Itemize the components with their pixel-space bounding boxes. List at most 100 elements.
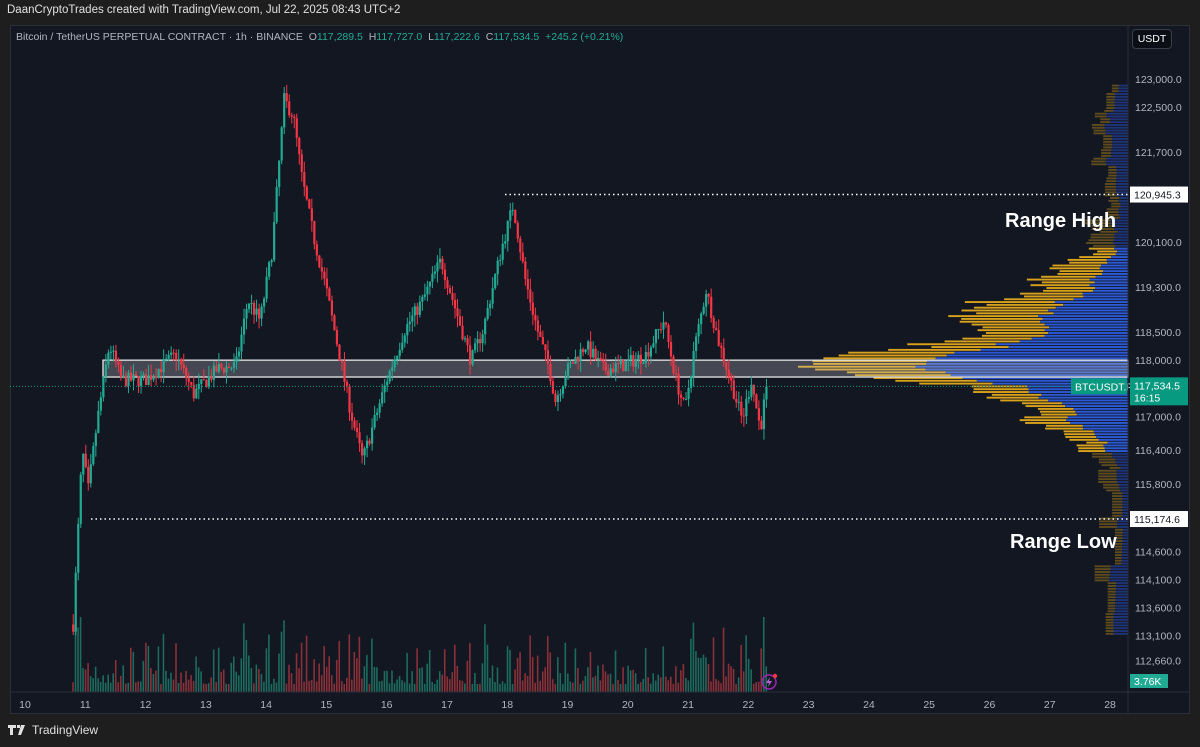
open-label: O	[308, 31, 317, 43]
volume-bar	[707, 663, 710, 692]
candle-body	[689, 376, 693, 388]
profile-bar-right	[1116, 478, 1128, 481]
profile-bar-left	[1091, 126, 1105, 129]
profile-bar-left	[1103, 486, 1120, 489]
profile-bar-left	[1104, 194, 1117, 197]
profile-bar-right	[1111, 222, 1128, 225]
volume-bar	[220, 671, 223, 692]
candle-body	[436, 262, 439, 272]
candle-body	[747, 396, 750, 399]
profile-bar-left	[1114, 531, 1123, 534]
candle-body	[584, 349, 587, 353]
volume-bar	[459, 680, 461, 692]
candle-body	[182, 364, 185, 369]
candle-body	[732, 380, 735, 399]
candle-body	[504, 241, 507, 244]
currency-button[interactable]: USDT	[1132, 29, 1172, 49]
profile-bar-left	[1108, 168, 1117, 171]
volume-bar	[544, 667, 547, 692]
profile-bar-right	[1048, 332, 1128, 334]
profile-bar-left	[1111, 202, 1121, 205]
profile-bar-right	[1053, 312, 1128, 315]
candle-body	[290, 115, 293, 117]
profile-bar-left	[1106, 93, 1116, 95]
profile-bar-right	[1112, 140, 1128, 143]
volume-bar	[705, 657, 707, 692]
low-value: 117,222.6	[433, 31, 480, 43]
profile-bar-right	[1118, 90, 1128, 93]
candle-body	[396, 355, 399, 360]
volume-bar	[712, 637, 715, 692]
volume-bar	[549, 652, 552, 692]
volume-bar	[592, 677, 594, 692]
candle-body	[529, 289, 532, 303]
volume-bar	[305, 635, 308, 692]
volume-bar	[561, 683, 564, 692]
volume-bar	[112, 673, 115, 692]
volume-bar	[647, 677, 649, 692]
profile-bar-left	[971, 385, 1027, 388]
profile-bar-right	[1110, 118, 1128, 121]
profile-bar-right	[1122, 492, 1128, 495]
volume-bar	[521, 680, 524, 692]
volume-bar	[187, 679, 190, 692]
candle-body	[273, 222, 276, 261]
candle-body	[740, 401, 743, 416]
profile-bar-right	[1117, 464, 1128, 467]
volume-bar	[240, 658, 243, 692]
volume-bar	[268, 634, 270, 692]
profile-bar-right	[1121, 562, 1128, 565]
profile-bar-right	[1110, 568, 1128, 571]
profile-bar-left	[1112, 497, 1123, 500]
volume-bar	[288, 664, 290, 692]
volume-bar	[597, 665, 599, 692]
profile-bar-right	[992, 382, 1128, 385]
profile-bar-left	[1104, 188, 1117, 191]
candle-body	[491, 288, 494, 304]
candle-body	[303, 171, 306, 187]
candle-body	[587, 341, 590, 350]
price-tick: 119,300.0	[1135, 282, 1181, 294]
volume-bar	[215, 681, 217, 692]
profile-bar-right	[1114, 98, 1128, 101]
candle-body	[428, 281, 431, 287]
profile-bar-left	[1106, 101, 1115, 104]
volume-bar	[102, 675, 104, 692]
candle-body	[612, 368, 615, 373]
candle-body	[745, 398, 748, 417]
candle-body	[576, 356, 580, 362]
candle-body	[147, 375, 150, 385]
candle-body	[687, 387, 690, 399]
volume-bar	[222, 669, 225, 692]
lightning-alert-icon[interactable]	[761, 673, 778, 690]
candle-body	[604, 362, 607, 371]
volume-bar	[710, 681, 712, 692]
volume-bar	[295, 653, 298, 692]
profile-bar-left	[1112, 495, 1123, 498]
volume-bar	[438, 671, 441, 692]
volume-bar	[333, 683, 336, 692]
profile-bar-right	[1095, 287, 1128, 289]
volume-bar	[79, 617, 82, 692]
profile-bar-right	[1101, 264, 1128, 267]
volume-bar	[77, 627, 79, 692]
profile-bar-right	[1119, 197, 1128, 199]
profile-bar-left	[907, 343, 996, 346]
profile-bar-right	[1114, 101, 1128, 104]
profile-bar-left	[1092, 452, 1112, 455]
volume-bar	[325, 666, 328, 692]
candle-body	[200, 379, 203, 384]
profile-bar-left	[1105, 630, 1114, 632]
volume-bar	[388, 683, 391, 692]
candle-body	[413, 306, 416, 316]
profile-bar-right	[1115, 593, 1128, 596]
volume-bar	[607, 674, 609, 692]
profile-bar-right	[1115, 93, 1128, 95]
volume-bar	[634, 673, 637, 692]
profile-bar-right	[935, 357, 1128, 360]
profile-bar-left	[1093, 244, 1116, 247]
candle-body	[521, 252, 524, 262]
candle-body	[122, 375, 125, 378]
time-tick: 17	[441, 699, 453, 711]
